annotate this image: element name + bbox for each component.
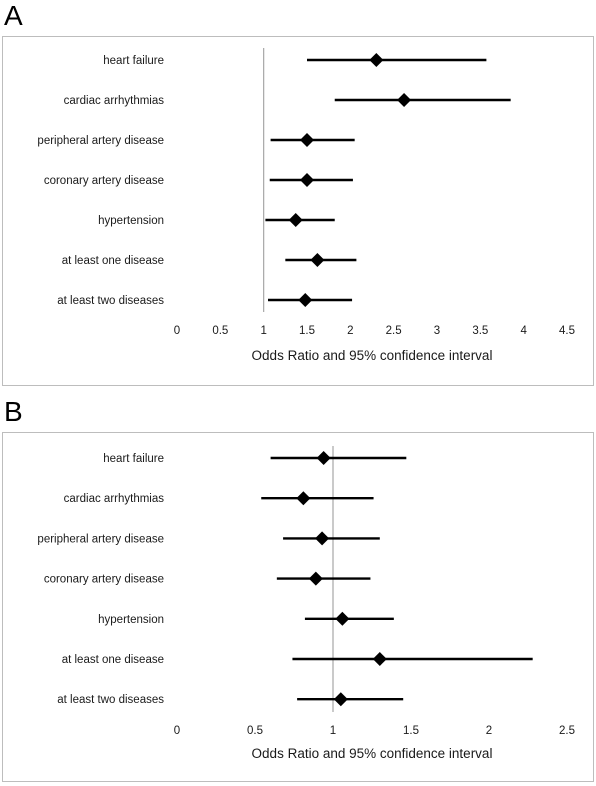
panel-b-estimate-marker-coronary-artery-disease [308,571,323,586]
panel-b-estimate-marker-hypertension [335,611,350,626]
panel-b-category-label-at-least-one-disease: at least one disease [62,654,164,666]
panel-a-estimate-marker-hypertension [288,213,303,227]
panel-a-category-label-peripheral-artery-disease: peripheral artery disease [37,135,164,147]
panel-b-x-tick-label: 1 [330,725,336,737]
panel-a-x-tick-label: 0.5 [212,325,228,337]
panel-b-x-tick-label: 2.5 [559,725,575,737]
panel-a-x-axis-title: Odds Ratio and 95% confidence interval [252,348,493,363]
panel-b-estimate-marker-at-least-one-disease [372,652,387,666]
panel-b-estimate-marker-cardiac-arrhythmias [296,491,311,506]
panel-b-estimate-marker-heart-failure [316,451,331,465]
panel-a-x-tick-label: 1 [260,325,266,337]
panel-a-x-tick-label: 3 [434,325,440,337]
panel-a-letter: A [4,0,23,31]
panel-b-category-label-coronary-artery-disease: coronary artery disease [44,574,164,586]
panel-a-category-label-coronary-artery-disease: coronary artery disease [44,175,164,187]
panel-a-x-tick-label: 2.5 [386,325,402,337]
panel-b-x-tick-label: 2 [486,725,492,737]
panel-b-estimate-marker-peripheral-artery-disease [315,531,330,546]
panel-b-letter: B [4,396,23,427]
panel-a-x-tick-label: 3.5 [472,325,488,337]
panel-a-estimate-marker-heart-failure [369,53,384,67]
panel-a-estimate-marker-coronary-artery-disease [300,173,314,187]
panel-b-frame [2,432,594,782]
panel-a-frame [2,36,594,386]
panel-a-category-label-at-least-one-disease: at least one disease [62,255,164,267]
panel-b-category-label-heart-failure: heart failure [103,453,164,465]
panel-a-estimate-marker-at-least-two-diseases [298,293,313,307]
panel-b-x-tick-label: 0.5 [247,725,263,737]
panel-a-estimate-marker-peripheral-artery-disease [300,133,314,147]
panel-b-x-axis-title: Odds Ratio and 95% confidence interval [252,746,493,761]
panel-a-x-tick-label: 4 [520,325,527,337]
panel-a-category-label-at-least-two-diseases: at least two diseases [57,295,164,307]
panel-b-category-label-hypertension: hypertension [98,614,164,626]
panel-a-x-tick-label: 1.5 [299,325,315,337]
panel-a-estimate-marker-cardiac-arrhythmias [397,93,412,107]
panel-b-x-tick-label: 0 [174,725,180,737]
panel-b-category-label-at-least-two-diseases: at least two diseases [57,694,164,706]
panel-b-estimate-marker-at-least-two-diseases [333,692,348,707]
panel-b-category-label-peripheral-artery-disease: peripheral artery disease [37,533,164,545]
panel-a-estimate-marker-at-least-one-disease [310,253,325,267]
panel-a-category-label-cardiac-arrhythmias: cardiac arrhythmias [64,95,165,107]
panel-a-x-tick-label: 2 [347,325,353,337]
panel-b-x-tick-label: 1.5 [403,725,419,737]
panel-a-x-tick-label: 0 [174,325,180,337]
panel-b-category-label-cardiac-arrhythmias: cardiac arrhythmias [64,493,165,505]
panel-a-category-label-hypertension: hypertension [98,215,164,227]
panel-a-category-label-heart-failure: heart failure [103,55,164,67]
panel-a-x-tick-label: 4.5 [559,325,575,337]
